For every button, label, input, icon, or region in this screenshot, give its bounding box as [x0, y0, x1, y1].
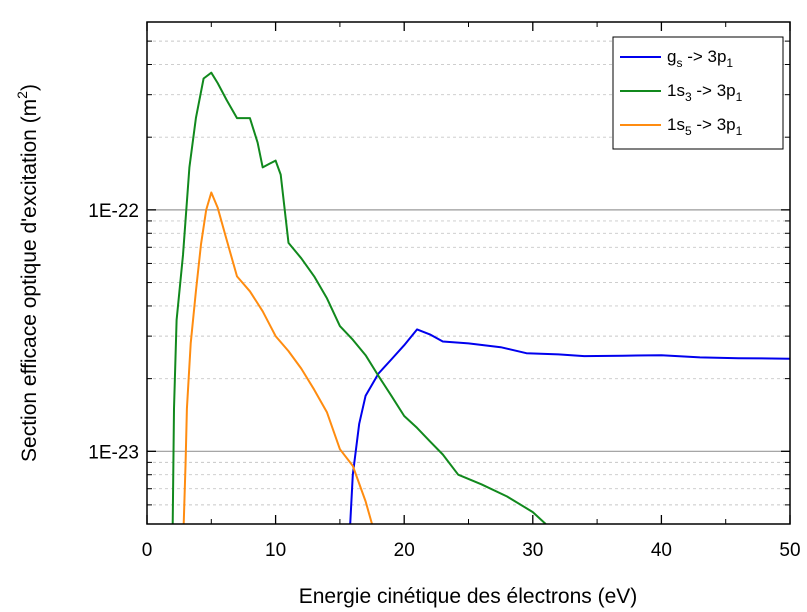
series-line-2 — [171, 71, 547, 524]
tick-labels: 1E-23 1E-22 0 10 20 30 40 50 — [88, 201, 800, 561]
y-axis-title: Section efficace optique d'excitation (m… — [14, 84, 41, 462]
series-line-1 — [349, 328, 790, 524]
series-lines — [171, 71, 790, 524]
legend-box — [612, 36, 784, 150]
legend: gs -> 3p1 1s3 -> 3p1 1s5 -> 3p1 — [612, 36, 784, 150]
x-tick-label: 40 — [651, 540, 672, 561]
y-tick-label: 1E-23 — [88, 442, 139, 463]
series-line-3 — [182, 191, 373, 524]
x-tick-label: 20 — [394, 540, 415, 561]
x-tick-label: 0 — [142, 540, 153, 561]
x-tick-label: 30 — [522, 540, 543, 561]
legend-label-2: 1s3 -> 3p1 — [667, 81, 743, 104]
y-axis-title-superscript: 2 — [14, 91, 30, 99]
y-tick-label: 1E-22 — [88, 201, 139, 222]
x-axis-title: Energie cinétique des électrons (eV) — [299, 585, 638, 608]
legend-label-3: 1s5 -> 3p1 — [667, 115, 743, 138]
x-tick-label: 10 — [265, 540, 286, 561]
legend-label-1: gs -> 3p1 — [667, 47, 733, 70]
x-tick-label: 50 — [779, 540, 800, 561]
axis-ticks — [146, 21, 791, 525]
